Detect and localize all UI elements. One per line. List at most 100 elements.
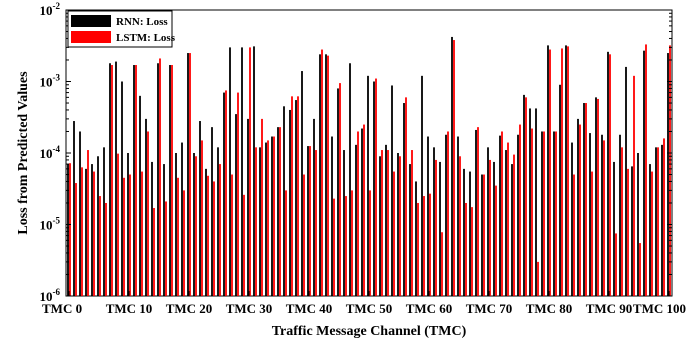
- bar-lstm-65: [459, 156, 461, 296]
- bar-lstm-26: [225, 90, 227, 297]
- bar-rnn-9: [121, 81, 123, 296]
- bar-lstm-66: [465, 202, 467, 296]
- bar-lstm-42: [321, 49, 323, 296]
- bar-rnn-98: [655, 147, 657, 296]
- bar-lstm-80: [549, 49, 551, 296]
- bar-rnn-47: [349, 63, 351, 296]
- bar-rnn-18: [175, 153, 177, 296]
- bar-lstm-14: [153, 208, 155, 296]
- bar-lstm-93: [627, 168, 629, 296]
- bar-lstm-6: [105, 202, 107, 296]
- bar-lstm-44: [333, 198, 335, 296]
- bar-rnn-60: [427, 136, 429, 296]
- bar-rnn-23: [205, 168, 207, 296]
- bar-lstm-45: [339, 83, 341, 296]
- bar-lstm-76: [525, 97, 527, 296]
- bar-lstm-77: [531, 128, 533, 296]
- bar-rnn-25: [217, 147, 219, 296]
- y-tick-label: 10-4: [40, 144, 61, 161]
- bar-lstm-56: [405, 97, 407, 296]
- bar-rnn-93: [625, 66, 627, 296]
- bar-lstm-54: [393, 171, 395, 296]
- bar-lstm-34: [273, 136, 275, 296]
- bar-rnn-58: [415, 181, 417, 296]
- bar-rnn-69: [481, 174, 483, 296]
- bar-lstm-92: [621, 147, 623, 296]
- bar-rnn-90: [607, 51, 609, 296]
- bar-rnn-70: [487, 147, 489, 296]
- bar-lstm-83: [567, 46, 569, 297]
- bar-lstm-20: [189, 53, 191, 296]
- bar-rnn-59: [421, 75, 423, 296]
- bar-lstm-35: [279, 127, 281, 296]
- bar-lstm-62: [441, 232, 443, 296]
- bar-lstm-99: [663, 138, 665, 296]
- bar-rnn-43: [325, 54, 327, 297]
- bar-rnn-52: [379, 156, 381, 296]
- bar-rnn-7: [109, 63, 111, 296]
- bar-lstm-81: [555, 131, 557, 296]
- legend-label-rnn: RNN: Loss: [116, 16, 168, 28]
- bar-lstm-47: [351, 190, 353, 296]
- bar-lstm-98: [657, 147, 659, 296]
- bar-lstm-9: [123, 177, 125, 296]
- bar-lstm-97: [651, 171, 653, 296]
- bar-rnn-57: [409, 164, 411, 296]
- bar-lstm-23: [207, 175, 209, 296]
- bar-rnn-42: [319, 54, 321, 297]
- bar-lstm-87: [591, 171, 593, 296]
- x-tick-label: TMC 60: [406, 301, 453, 316]
- bar-lstm-64: [453, 40, 455, 296]
- bar-rnn-22: [199, 121, 201, 296]
- bar-lstm-70: [489, 159, 491, 296]
- x-tick-label: TMC 80: [526, 301, 573, 316]
- bar-lstm-58: [417, 202, 419, 296]
- x-tick-label: TMC 20: [166, 301, 213, 316]
- bar-rnn-15: [157, 63, 159, 296]
- bar-rnn-53: [385, 144, 387, 296]
- bar-rnn-72: [499, 135, 501, 296]
- bar-lstm-61: [435, 159, 437, 296]
- bar-rnn-49: [361, 128, 363, 296]
- bar-lstm-38: [297, 96, 299, 296]
- bar-lstm-82: [561, 48, 563, 296]
- x-axis-title: Traffic Message Channel (TMC): [272, 324, 467, 339]
- bar-rnn-29: [241, 47, 243, 296]
- bar-rnn-24: [211, 127, 213, 296]
- bar-rnn-89: [601, 134, 603, 296]
- bar-rnn-76: [523, 94, 525, 296]
- y-tick-label: 10-2: [40, 1, 61, 18]
- bar-rnn-33: [265, 142, 267, 296]
- bar-lstm-7: [111, 65, 113, 297]
- x-tick-label: TMC 90: [586, 301, 633, 316]
- bar-lstm-8: [117, 153, 119, 296]
- bar-lstm-49: [363, 124, 365, 296]
- x-tick-label: TMC 50: [346, 301, 393, 316]
- bar-lstm-3: [87, 150, 89, 296]
- bar-lstm-94: [633, 75, 635, 296]
- x-tick-label: TMC 40: [286, 301, 333, 316]
- bar-lstm-13: [147, 131, 149, 296]
- bar-lstm-29: [243, 194, 245, 296]
- bar-lstm-27: [231, 174, 233, 296]
- bar-rnn-80: [547, 45, 549, 296]
- x-tick-label: TMC 100: [633, 301, 686, 316]
- bar-lstm-72: [501, 131, 503, 296]
- bar-rnn-5: [97, 156, 99, 296]
- bar-rnn-1: [73, 121, 75, 296]
- bar-lstm-84: [573, 174, 575, 296]
- bar-lstm-88: [597, 98, 599, 296]
- bar-rnn-81: [553, 131, 555, 296]
- legend-swatch-rnn: [71, 15, 111, 27]
- bar-lstm-2: [81, 167, 83, 296]
- bar-lstm-68: [477, 127, 479, 296]
- bar-rnn-63: [445, 134, 447, 296]
- x-tick-label: TMC 30: [226, 301, 273, 316]
- bar-rnn-26: [223, 92, 225, 296]
- bar-lstm-24: [213, 181, 215, 296]
- bar-lstm-67: [471, 207, 473, 296]
- bar-rnn-40: [307, 146, 309, 296]
- bar-lstm-31: [255, 147, 257, 296]
- y-tick-label: 10-6: [40, 287, 61, 304]
